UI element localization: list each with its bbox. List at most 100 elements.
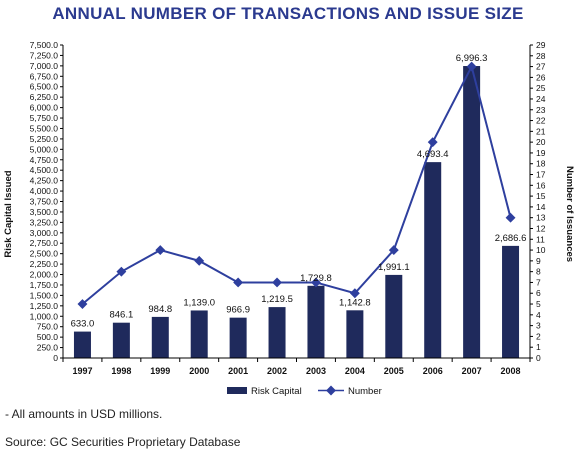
left-axis-tick-label: 5,750.0 <box>30 113 59 123</box>
legend-label-number: Number <box>348 386 382 397</box>
left-axis-tick-label: 6,250.0 <box>30 92 59 102</box>
bar-value-label: 6,996.3 <box>456 53 488 64</box>
left-axis-tick-label: 5,250.0 <box>30 134 59 144</box>
bar-value-label: 1,142.8 <box>339 297 371 308</box>
left-axis-tick-label: 7,500.0 <box>30 40 59 50</box>
left-axis-tick-label: 1,000.0 <box>30 311 59 321</box>
left-axis-tick-label: 6,000.0 <box>30 103 59 113</box>
left-axis-tick-label: 3,500.0 <box>30 207 59 217</box>
note-amounts: - All amounts in USD millions. <box>5 407 163 421</box>
x-axis-tick-label: 1999 <box>150 366 170 376</box>
right-axis-tick-label: 7 <box>536 277 541 287</box>
bar-value-label: 966.9 <box>226 305 250 316</box>
left-axis-tick-label: 250.0 <box>37 343 59 353</box>
right-axis-tick-label: 3 <box>536 321 541 331</box>
right-axis-tick-label: 9 <box>536 256 541 266</box>
left-axis-tick-label: 750.0 <box>37 322 59 332</box>
bar-1997 <box>73 331 91 358</box>
bar-2007 <box>463 66 481 358</box>
right-axis-tick-label: 10 <box>536 245 546 255</box>
legend: Risk Capital Number <box>227 385 382 397</box>
right-axis-tick-label: 23 <box>536 105 546 115</box>
right-axis-tick-label: 25 <box>536 83 546 93</box>
right-axis-tick-label: 29 <box>536 40 546 50</box>
y-axis-label: Risk Capital Issued <box>3 170 14 257</box>
left-axis-tick-label: 6,500.0 <box>30 82 59 92</box>
bar-value-label: 4,693.4 <box>417 149 449 160</box>
legend-swatch-risk-capital <box>227 387 247 394</box>
x-axis-tick-label: 2007 <box>462 366 482 376</box>
bar-value-label: 1,219.5 <box>261 294 293 305</box>
bar-2005 <box>385 274 403 358</box>
left-axis-tick-label: 1,750.0 <box>30 280 59 290</box>
legend-marker-number <box>326 385 336 396</box>
left-axis-tick-label: 5,500.0 <box>30 123 59 133</box>
x-axis-tick-label: 2008 <box>501 366 521 376</box>
x-axis-tick-label: 2003 <box>306 366 326 376</box>
number-point-1999 <box>155 245 166 256</box>
bar-2002 <box>268 307 286 358</box>
right-axis: 0123456789101112131415161718192021222324… <box>529 40 546 363</box>
right-axis-tick-label: 27 <box>536 62 546 72</box>
bar-value-label: 1,991.1 <box>378 262 410 273</box>
right-axis-tick-label: 18 <box>536 159 546 169</box>
right-axis-tick-label: 6 <box>536 288 541 298</box>
x-axis-tick-label: 1997 <box>72 366 92 376</box>
right-axis-tick-label: 4 <box>536 310 541 320</box>
note-source: Source: GC Securities Proprietary Databa… <box>5 435 241 449</box>
left-axis-tick-label: 3,000.0 <box>30 228 59 238</box>
number-point-2006 <box>427 137 438 148</box>
right-axis-tick-label: 19 <box>536 148 546 158</box>
bar-value-label: 846.1 <box>109 310 133 321</box>
legend-label-risk-capital: Risk Capital <box>251 386 302 397</box>
bar-value-label: 1,139.0 <box>183 297 215 308</box>
right-axis-tick-label: 2 <box>536 331 541 341</box>
left-axis-tick-label: 1,250.0 <box>30 301 59 311</box>
bar-value-label: 1,729.8 <box>300 273 332 284</box>
number-point-2001 <box>233 277 244 288</box>
y2-axis-label: Number of Issuances <box>564 166 575 262</box>
number-point-2000 <box>194 255 205 266</box>
bar-series <box>73 66 520 358</box>
left-axis-tick-label: 4,000.0 <box>30 186 59 196</box>
left-axis: 0250.0500.0750.01,000.01,250.01,500.01,7… <box>30 40 64 363</box>
number-line <box>81 63 512 305</box>
bar-2003 <box>307 285 325 358</box>
left-axis-tick-label: 500.0 <box>37 332 59 342</box>
x-axis-tick-label: 1998 <box>111 366 131 376</box>
right-axis-tick-label: 14 <box>536 202 546 212</box>
number-point-2002 <box>272 277 282 288</box>
bar-value-label: 633.0 <box>71 319 95 330</box>
right-axis-tick-label: 17 <box>536 170 546 180</box>
x-axis-tick-label: 2000 <box>189 366 209 376</box>
x-axis-tick-label: 2004 <box>345 366 365 376</box>
number-point-2008 <box>505 212 516 223</box>
bar-2001 <box>229 317 247 358</box>
right-axis-tick-label: 11 <box>536 234 545 244</box>
left-axis-tick-label: 4,500.0 <box>30 165 59 175</box>
line-series <box>77 61 516 309</box>
left-axis-tick-label: 1,500.0 <box>30 290 59 300</box>
left-axis-tick-label: 3,750.0 <box>30 197 59 207</box>
bar-2006 <box>424 162 442 358</box>
right-axis-tick-label: 15 <box>536 191 546 201</box>
left-axis-tick-label: 2,000.0 <box>30 270 59 280</box>
number-point-2003 <box>311 277 321 288</box>
bar-value-label: 2,686.6 <box>495 233 527 244</box>
right-axis-tick-label: 22 <box>536 116 546 126</box>
bar-value-label: 984.8 <box>148 304 172 315</box>
x-axis-tick-label: 2001 <box>228 366 248 376</box>
right-axis-tick-label: 0 <box>536 353 541 363</box>
left-axis-tick-label: 6,750.0 <box>30 71 59 81</box>
left-axis-tick-label: 7,000.0 <box>30 61 59 71</box>
x-axis-tick-label: 2005 <box>384 366 404 376</box>
right-axis-tick-label: 16 <box>536 180 546 190</box>
bar-2000 <box>190 310 208 358</box>
x-axis-tick-label: 2002 <box>267 366 287 376</box>
bar-1999 <box>151 316 169 358</box>
right-axis-tick-label: 5 <box>536 299 541 309</box>
left-axis-tick-label: 3,250.0 <box>30 217 59 227</box>
left-axis-tick-label: 0 <box>53 353 58 363</box>
right-axis-tick-label: 28 <box>536 51 546 61</box>
